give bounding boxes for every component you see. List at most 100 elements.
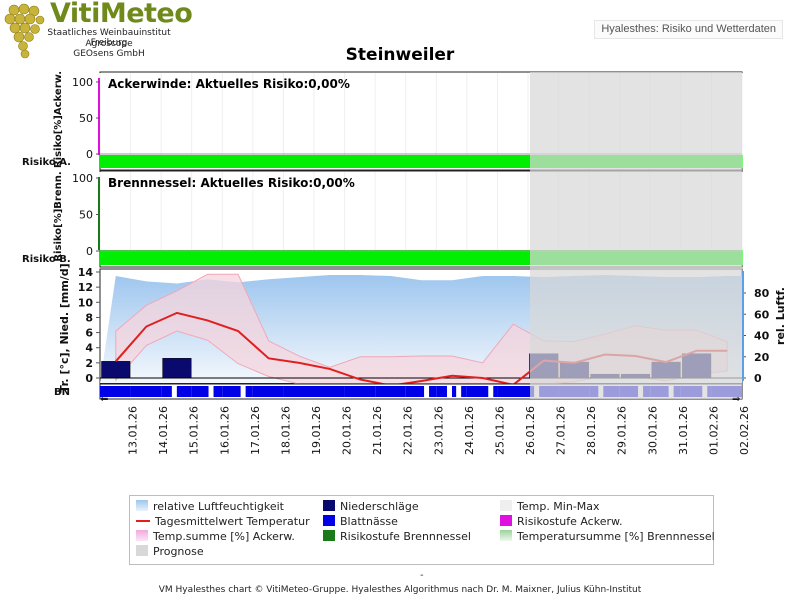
leaf-wetness-segment (100, 386, 131, 397)
risk-strip-segment (405, 250, 437, 265)
risk-strip-label-0: Risiko A. (22, 157, 71, 168)
risk-strip-segment (222, 155, 254, 168)
date-tick-label: 14.01.26 (157, 406, 170, 455)
app-label: Hyalesthes: Risiko und Wetterdaten (594, 20, 783, 39)
date-tick-label: 30.01.26 (646, 406, 659, 455)
legend-label: Prognose (153, 545, 204, 558)
date-tick-label: 28.01.26 (585, 406, 598, 455)
leaf-wetness-segment (466, 386, 498, 397)
risk-strip-segment (466, 155, 498, 168)
leaf-wetness-segment (191, 386, 223, 397)
date-tick-label: 21.01.26 (371, 406, 384, 455)
legend-label: Temp.summe [%] Ackerw. (153, 530, 295, 543)
risk-strip-segment (314, 250, 346, 265)
risk-strip-segment (405, 155, 437, 168)
legend-label: Niederschläge (340, 500, 419, 513)
risk-strip-segment (314, 155, 346, 168)
legend-swatch (500, 530, 512, 541)
leaf-wetness-segment (130, 386, 162, 397)
legend-label: Risikostufe Ackerw. (517, 515, 623, 528)
leaf-wetness-segment (375, 386, 406, 397)
risk-strip-segment (191, 250, 223, 265)
date-tick-label: 26.01.26 (524, 406, 537, 455)
leaf-wetness-gap (488, 386, 494, 397)
risk-strip-segment (497, 155, 529, 168)
humidity-axis-accent (742, 271, 744, 381)
scroll-left-icon: ⇐ (100, 394, 108, 405)
legend-swatch (136, 530, 148, 541)
risk-strip-segment (466, 250, 498, 265)
logo-text: VitiMeteo (50, 0, 193, 29)
legend-swatch (136, 545, 148, 556)
org-line-1: Staatliches Weinbauinstitut Freiburg (47, 28, 171, 48)
legend-item-temp_line: Tagesmittelwert Temperatur (136, 515, 310, 529)
legend-item-humidity: relative Luftfeuchtigkeit (136, 500, 284, 514)
risk-panel-label-1: Brennnessel: Aktuelles Risiko:0,00% (108, 176, 355, 190)
weather-y-label-right: rel. Luftf. (774, 287, 787, 345)
weather-ytick-right: 0 (754, 372, 762, 385)
risk-strip-segment (161, 250, 193, 265)
precip-bar (162, 358, 192, 379)
weather-ytick-left: 12 (78, 281, 93, 294)
leaf-wetness-segment (252, 386, 284, 397)
date-tick-label: 13.01.26 (127, 406, 140, 455)
leaf-wetness-gap (446, 386, 452, 397)
weather-y-label-left: Tr. [°c], Nied. [mm/d] (58, 263, 71, 392)
legend-label: Risikostufe Brennnessel (340, 530, 471, 543)
legend-swatch (136, 520, 150, 522)
date-tick-label: 25.01.26 (493, 406, 506, 455)
weather-ytick-right: 80 (754, 287, 770, 300)
legend-label: Temp. Min-Max (517, 500, 600, 513)
leaf-wetness-segment (344, 386, 376, 397)
risk-strip-segment (252, 250, 284, 265)
leaf-wetness-gap (424, 386, 430, 397)
date-tick-label: 15.01.26 (188, 406, 201, 455)
legend-swatch (500, 500, 512, 511)
risk-strip-segment (497, 250, 529, 265)
date-tick-label: 16.01.26 (218, 406, 231, 455)
risk-strip-segment (130, 155, 162, 168)
legend-swatch (323, 530, 335, 541)
risk-axis-accent-0 (98, 78, 100, 155)
risk-strip-segment (375, 250, 407, 265)
weather-ytick-left: 8 (85, 311, 93, 324)
risk-strip-segment (436, 250, 468, 265)
chart-title: Steinweiler (346, 45, 455, 65)
weather-ytick-left: 10 (78, 296, 94, 309)
risk-strip-label-1: Risiko B. (22, 254, 71, 265)
risk-strip-segment (130, 250, 162, 265)
legend-label: Blattnässe (340, 515, 398, 528)
date-tick-label: 24.01.26 (463, 406, 476, 455)
legend: relative Luftfeuchtigkeit Niederschläge Te… (129, 495, 715, 565)
leaf-wetness-gap (171, 386, 177, 397)
date-tick-label: 20.01.26 (341, 406, 354, 455)
date-tick-label: 31.01.26 (677, 406, 690, 455)
weather-ytick-left: 4 (85, 342, 93, 355)
legend-label: Temperatursumme [%] Brennnessel (517, 530, 715, 543)
leaf-wetness-gap (208, 386, 214, 397)
risk-strip-segment (222, 250, 254, 265)
risk-strip-segment (436, 155, 468, 168)
grape-logo-icon (4, 3, 45, 59)
risk-strip-segment (283, 155, 315, 168)
weather-ytick-right: 20 (754, 351, 770, 364)
forecast-shade (530, 72, 742, 399)
risk-strip-segment (344, 155, 376, 168)
precip-bar (101, 361, 131, 379)
risk-ytick: 100 (72, 76, 93, 89)
risk-y-label-0: Risiko[%]Ackerw. (53, 71, 64, 168)
legend-item-precip: Niederschläge (323, 500, 419, 514)
risk-strip-segment (191, 155, 223, 168)
leaf-wetness-label: BN (54, 387, 70, 398)
footer-dash: - (420, 570, 424, 581)
legend-item-forecast: Prognose (136, 545, 204, 559)
leaf-wetness-segment (497, 386, 528, 397)
org-line-3: GEOsens GmbH (73, 49, 145, 59)
risk-ytick: 0 (86, 245, 93, 258)
date-tick-label: 27.01.26 (555, 406, 568, 455)
risk-ytick: 50 (79, 209, 93, 222)
date-tick-label: 02.02.26 (738, 406, 751, 455)
footer-credit: VM Hyalesthes chart © VitiMeteo-Gruppe. … (158, 585, 642, 595)
risk-ytick: 100 (72, 172, 93, 185)
weather-ytick-right: 40 (754, 330, 770, 343)
